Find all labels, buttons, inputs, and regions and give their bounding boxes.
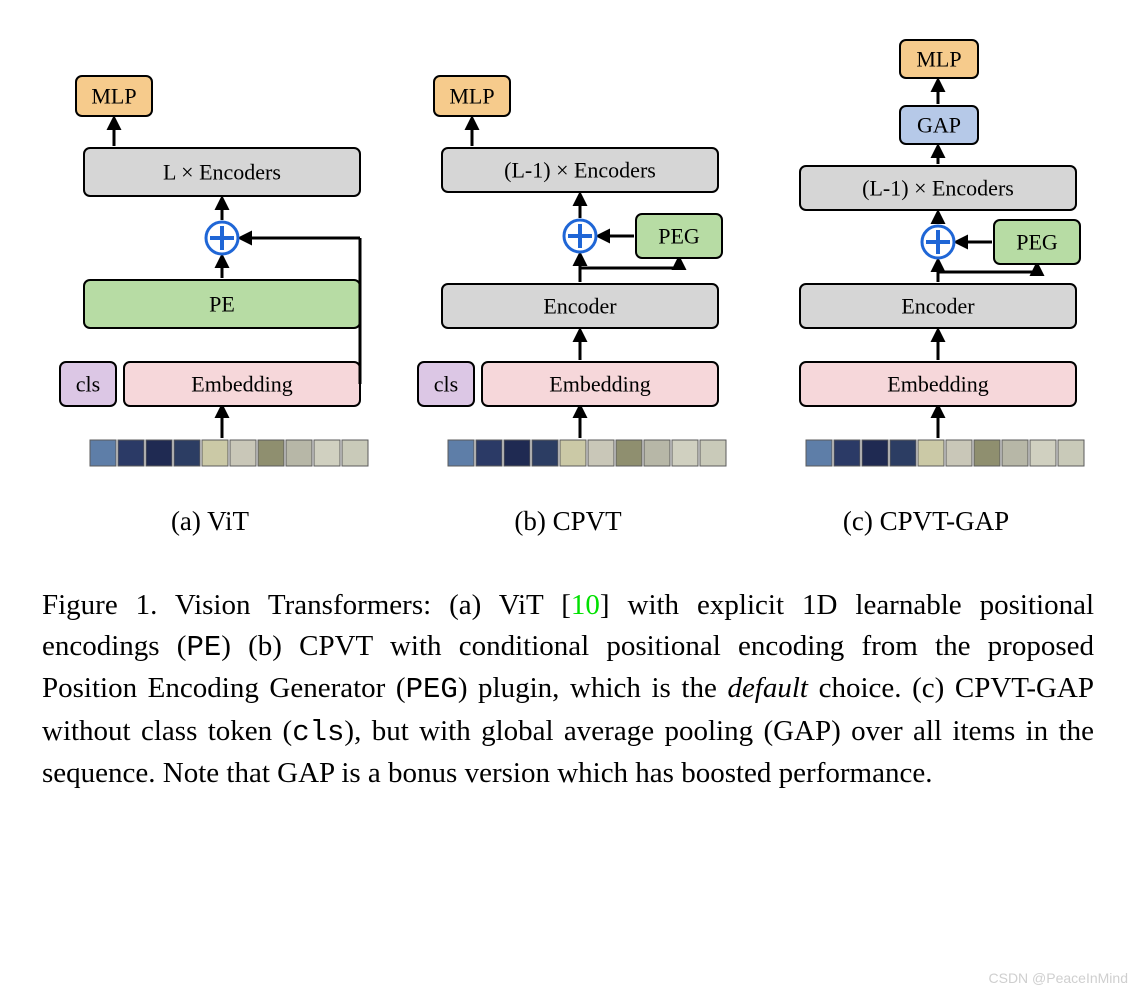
image-patches	[448, 440, 726, 466]
page: cls Embedding PE L × Encoders MLP (a) ViT cl…	[0, 0, 1136, 992]
encoder-box-label: Encoder	[543, 294, 617, 319]
embedding-box-label: Embedding	[887, 372, 988, 397]
encoder-box-label: Encoder	[901, 294, 975, 319]
caption-pe: PE	[186, 631, 221, 664]
panel-a-label: (a) ViT	[40, 506, 380, 537]
peg-box-label: PEG	[1016, 230, 1058, 255]
plus-icon	[922, 226, 954, 258]
embedding-box-label: Embedding	[191, 372, 292, 397]
encoders-box-label: (L-1) × Encoders	[504, 158, 656, 183]
panel-a: cls Embedding PE L × Encoders MLP (a) ViT	[40, 20, 380, 537]
plus-icon	[206, 222, 238, 254]
gap-box-label: GAP	[917, 113, 961, 138]
encoders-box-label: (L-1) × Encoders	[862, 176, 1014, 201]
image-patches	[90, 440, 368, 466]
watermark: CSDN @PeaceInMind	[989, 970, 1129, 986]
mlp-box-label: MLP	[449, 84, 494, 109]
caption-cls: cls	[292, 716, 344, 749]
figure-row: cls Embedding PE L × Encoders MLP (a) ViT cl…	[40, 20, 1096, 537]
caption-lead: Vision Transformers: (a) ViT [	[157, 589, 570, 621]
caption-cite: 10	[571, 589, 600, 621]
cls-box-label: cls	[76, 372, 100, 397]
panel-c: Embedding Encoder PEG (L-1) × Encoders GAP ML…	[756, 20, 1096, 537]
caption-figlabel: Figure 1.	[42, 589, 157, 621]
pe-box-label: PE	[209, 292, 235, 317]
panel-b: cls Embedding Encoder PEG (L-1) × Encoders ML…	[398, 20, 738, 537]
panel-c-label: (c) CPVT-GAP	[756, 506, 1096, 537]
panel-b-label: (b) CPVT	[398, 506, 738, 537]
mlp-box-label: MLP	[916, 47, 961, 72]
figure-caption: Figure 1. Vision Transformers: (a) ViT […	[40, 585, 1096, 794]
plus-icon	[564, 220, 596, 252]
caption-after-peg: ) plugin, which is the	[458, 672, 728, 704]
caption-default: default	[727, 672, 808, 704]
mlp-box-label: MLP	[91, 84, 136, 109]
cls-box-label: cls	[434, 372, 458, 397]
encoders-box-label: L × Encoders	[163, 160, 281, 185]
caption-peg: PEG	[406, 673, 458, 706]
image-patches	[806, 440, 1084, 466]
embedding-box-label: Embedding	[549, 372, 650, 397]
peg-box-label: PEG	[658, 224, 700, 249]
